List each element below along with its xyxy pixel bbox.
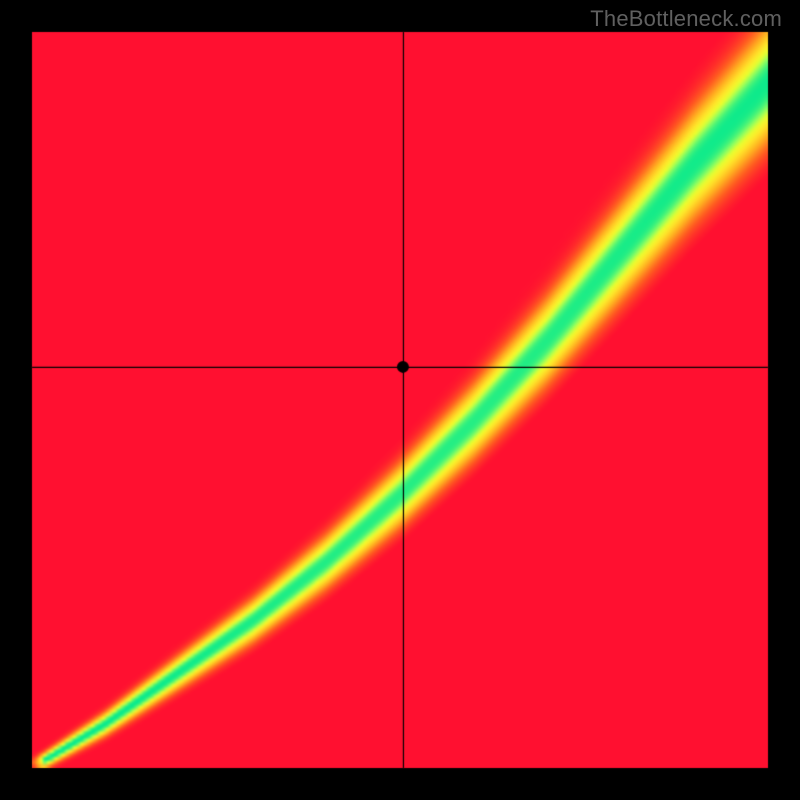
watermark-text: TheBottleneck.com xyxy=(590,6,782,32)
crosshair-overlay xyxy=(0,0,800,800)
chart-container: TheBottleneck.com xyxy=(0,0,800,800)
